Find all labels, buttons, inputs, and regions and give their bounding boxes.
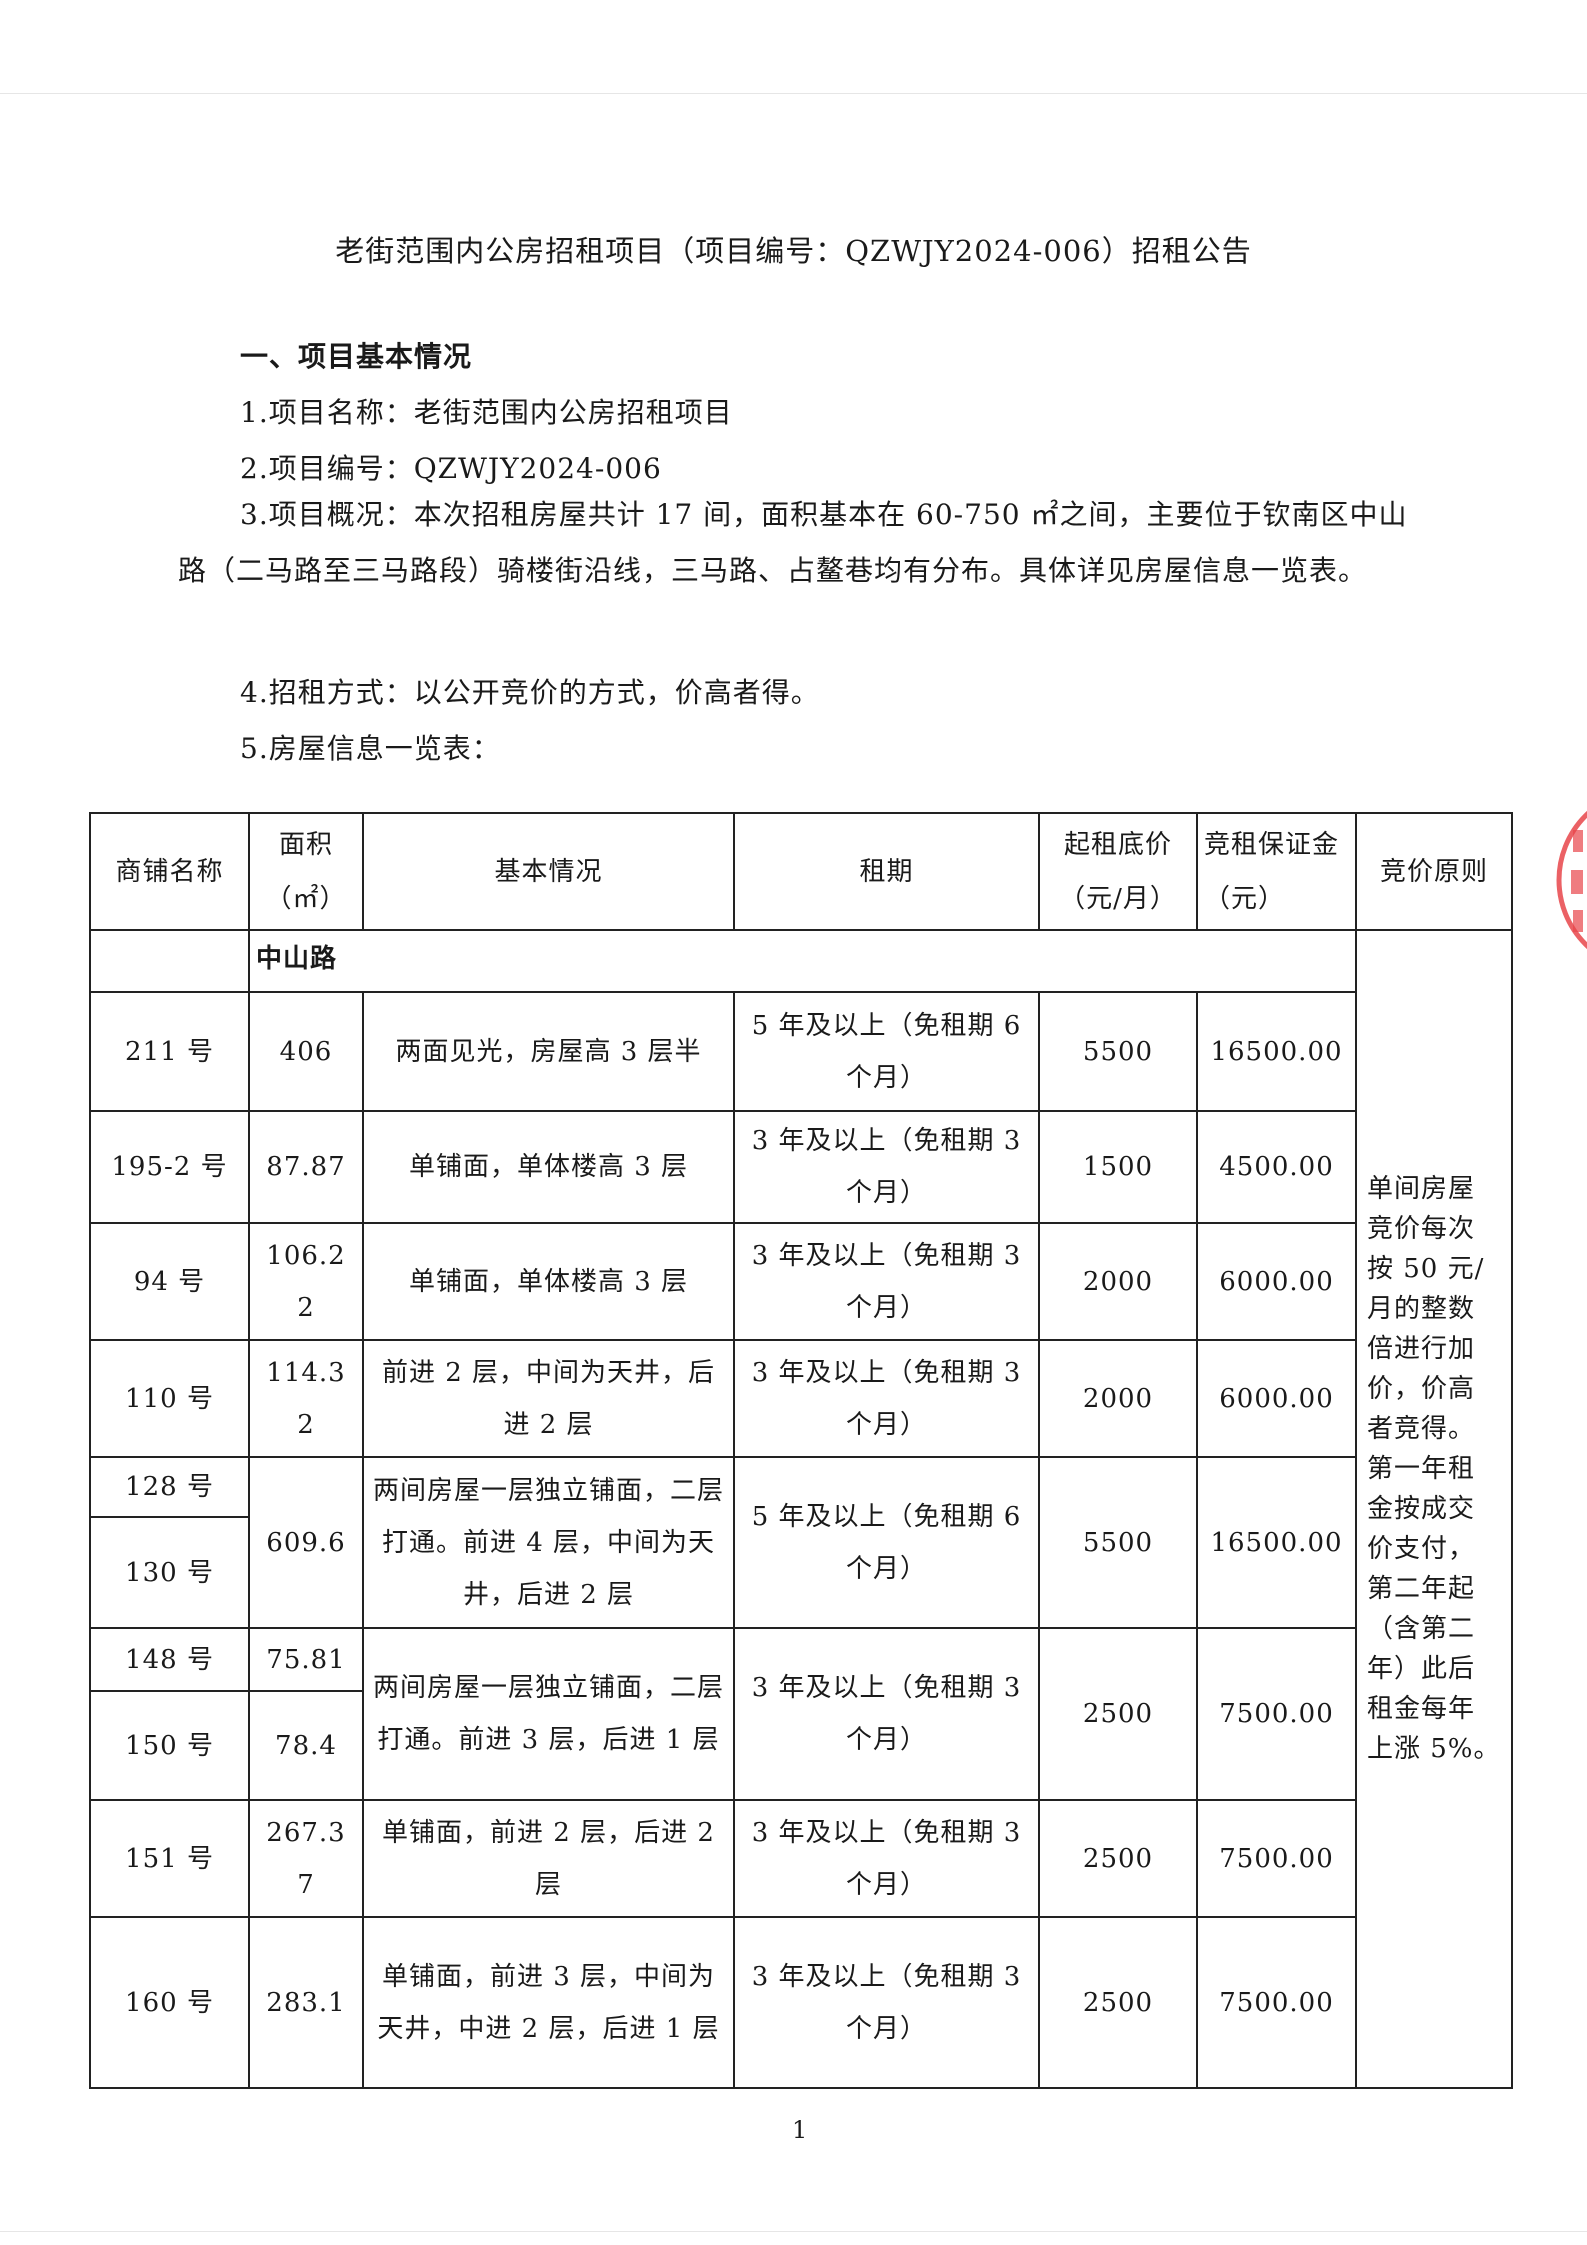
cell-desc: 单铺面，单体楼高 3 层	[362, 1110, 735, 1224]
cell-desc: 两间房屋一层独立铺面，二层打通。前进 4 层，中间为天井，后进 2 层	[362, 1456, 735, 1629]
cell-deposit: 6000.00	[1196, 1339, 1357, 1458]
scan-edge-bottom	[0, 2231, 1587, 2232]
item-overview: 3.项目概况：本次招租房屋共计 17 间，面积基本在 60-750 ㎡之间，主要…	[178, 498, 1408, 587]
cell-name: 211 号	[89, 991, 250, 1112]
cell-name: 130 号	[89, 1516, 250, 1629]
cell-name: 150 号	[89, 1690, 250, 1801]
table-header-row: 商铺名称 面积（㎡） 基本情况 租期 起租底价（元/月） 竞租保证金（元） 竞价…	[89, 812, 1513, 931]
red-seal-ring	[1556, 810, 1587, 950]
cell-area: 267.37	[248, 1799, 364, 1918]
table-row: 211 号 406 两面见光，房屋高 3 层半 5 年及以上（免租期 6 个月）…	[89, 991, 1512, 1112]
cell-term: 5 年及以上（免租期 6 个月）	[733, 991, 1040, 1112]
cell-price: 2000	[1038, 1222, 1198, 1341]
cell-price: 5500	[1038, 1456, 1198, 1629]
cell-name: 160 号	[89, 1916, 250, 2089]
table-row: 195-2 号 87.87 单铺面，单体楼高 3 层 3 年及以上（免租期 3 …	[89, 1110, 1512, 1224]
cell-term: 3 年及以上（免租期 3 个月）	[733, 1627, 1040, 1801]
table-row: 94 号 106.22 单铺面，单体楼高 3 层 3 年及以上（免租期 3 个月…	[89, 1222, 1512, 1341]
cell-deposit: 4500.00	[1196, 1110, 1357, 1224]
header-name: 商铺名称	[89, 812, 250, 931]
cell-area: 106.22	[248, 1222, 364, 1341]
cell-deposit: 16500.00	[1196, 991, 1357, 1112]
header-price: 起租底价（元/月）	[1038, 812, 1198, 931]
cell-area: 406	[248, 991, 364, 1112]
cell-area: 78.4	[248, 1690, 364, 1801]
page-number: 1	[792, 2116, 808, 2144]
scan-edge-top	[0, 93, 1587, 94]
cell-area: 75.81	[248, 1627, 364, 1692]
cell-price: 2500	[1038, 1916, 1198, 2089]
cell-name: 195-2 号	[89, 1110, 250, 1224]
road-row: 中山路 单间房屋竞价每次按 50 元/月的整数倍进行加价，价高者竞得。第一年租金…	[89, 929, 1513, 2089]
road-name: 中山路	[248, 929, 1357, 993]
cell-name: 94 号	[89, 1222, 250, 1341]
table-row: 160 号 283.1 单铺面，前进 3 层，中间为天井，中进 2 层，后进 1…	[89, 1916, 1512, 2089]
cell-price: 1500	[1038, 1110, 1198, 1224]
header-area: 面积（㎡）	[248, 812, 364, 931]
cell-area: 283.1	[248, 1916, 364, 2089]
table-row: 128 号 609.6 两间房屋一层独立铺面，二层打通。前进 4 层，中间为天井…	[89, 1456, 1512, 1629]
red-seal-glyph	[1573, 910, 1583, 932]
table-row: 148 号 75.81 两间房屋一层独立铺面，二层打通。前进 3 层，后进 1 …	[89, 1627, 1512, 1801]
cell-desc: 单铺面，前进 3 层，中间为天井，中进 2 层，后进 1 层	[362, 1916, 735, 2089]
cell-desc: 单铺面，前进 2 层，后进 2 层	[362, 1799, 735, 1918]
cell-price: 5500	[1038, 991, 1198, 1112]
cell-deposit: 7500.00	[1196, 1916, 1357, 2089]
table-row: 150 号 78.4	[89, 1690, 1512, 1801]
cell-desc: 单铺面，单体楼高 3 层	[362, 1222, 735, 1341]
header-rule: 竞价原则	[1355, 812, 1513, 931]
cell-desc: 两面见光，房屋高 3 层半	[362, 991, 735, 1112]
cell-term: 3 年及以上（免租期 3 个月）	[733, 1222, 1040, 1341]
item-project-code: 2.项目编号：QZWJY2024-006	[240, 452, 662, 485]
red-seal-stamp	[1556, 810, 1587, 950]
cell-term: 3 年及以上（免租期 3 个月）	[733, 1916, 1040, 2089]
bidding-rule: 单间房屋竞价每次按 50 元/月的整数倍进行加价，价高者竞得。第一年租金按成交价…	[1355, 929, 1513, 2089]
cell-desc: 两间房屋一层独立铺面，二层打通。前进 3 层，后进 1 层	[362, 1627, 735, 1801]
housing-info-table: 商铺名称 面积（㎡） 基本情况 租期 起租底价（元/月） 竞租保证金（元） 竞价…	[89, 812, 1513, 2089]
header-term: 租期	[733, 812, 1040, 931]
cell-desc: 前进 2 层，中间为天井，后进 2 层	[362, 1339, 735, 1458]
item-table-label: 5.房屋信息一览表：	[240, 732, 501, 765]
cell-price: 2500	[1038, 1799, 1198, 1918]
cell-name: 128 号	[89, 1456, 250, 1518]
cell-price: 2000	[1038, 1339, 1198, 1458]
red-seal-glyph	[1571, 870, 1583, 894]
cell-area: 87.87	[248, 1110, 364, 1224]
cell-deposit: 16500.00	[1196, 1456, 1357, 1629]
cell-term: 5 年及以上（免租期 6 个月）	[733, 1456, 1040, 1629]
cell-area: 114.32	[248, 1339, 364, 1458]
cell-term: 3 年及以上（免租期 3 个月）	[733, 1339, 1040, 1458]
cell-name: 151 号	[89, 1799, 250, 1918]
red-seal-glyph	[1573, 830, 1583, 852]
item-method: 4.招租方式：以公开竞价的方式，价高者得。	[240, 676, 820, 709]
table-row: 110 号 114.32 前进 2 层，中间为天井，后进 2 层 3 年及以上（…	[89, 1339, 1512, 1458]
table-row: 151 号 267.37 单铺面，前进 2 层，后进 2 层 3 年及以上（免租…	[89, 1799, 1512, 1918]
cell-name: 110 号	[89, 1339, 250, 1458]
cell-area: 609.6	[248, 1456, 364, 1629]
header-deposit: 竞租保证金（元）	[1196, 812, 1357, 931]
cell-deposit: 7500.00	[1196, 1799, 1357, 1918]
header-desc: 基本情况	[362, 812, 735, 931]
cell-deposit: 7500.00	[1196, 1627, 1357, 1801]
section-heading: 一、项目基本情况	[240, 340, 473, 373]
cell-term: 3 年及以上（免租期 3 个月）	[733, 1799, 1040, 1918]
empty-cell	[89, 929, 250, 993]
cell-price: 2500	[1038, 1627, 1198, 1801]
item-project-name: 1.项目名称：老街范围内公房招租项目	[240, 396, 733, 429]
table-row: 130 号	[89, 1516, 1512, 1629]
cell-deposit: 6000.00	[1196, 1222, 1357, 1341]
document-title: 老街范围内公房招租项目（项目编号：QZWJY2024-006）招租公告	[335, 234, 1252, 268]
cell-name: 148 号	[89, 1627, 250, 1692]
cell-term: 3 年及以上（免租期 3 个月）	[733, 1110, 1040, 1224]
